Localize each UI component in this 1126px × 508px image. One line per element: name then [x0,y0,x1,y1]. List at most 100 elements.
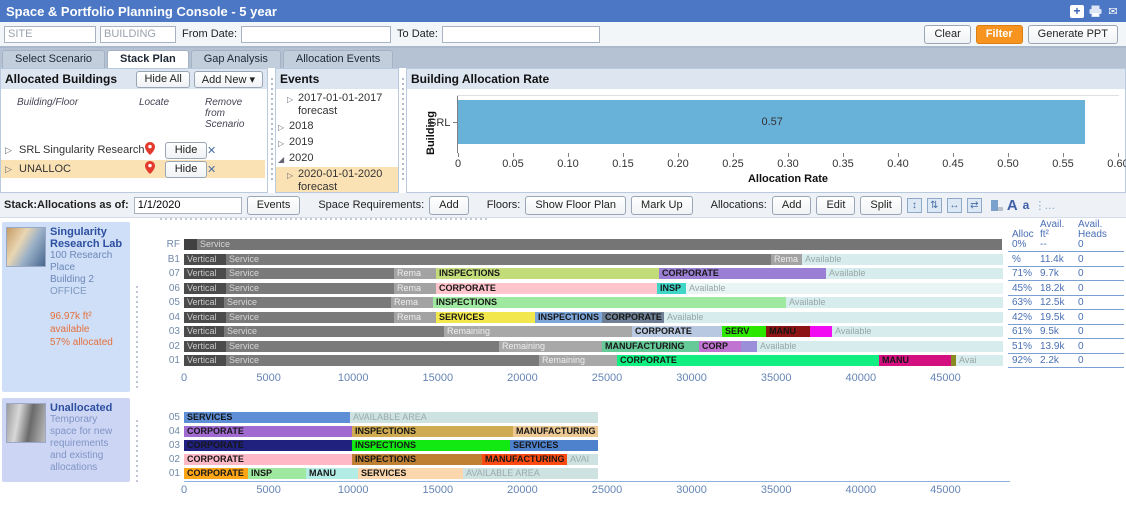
allocation-segment[interactable]: Vertical [184,326,224,337]
event-tree-item[interactable]: ▷2020-01-01-2020 forecast [276,167,398,192]
mark-up-button[interactable]: Mark Up [631,196,693,215]
hide-all-button[interactable]: Hide All [136,71,189,88]
tree-expand-icon[interactable]: ▷ [278,120,289,134]
allocation-segment[interactable]: Avai [956,355,1003,366]
allocation-segment[interactable]: SERVICES [436,312,535,323]
add-new-button[interactable]: Add New ▾ [194,71,263,88]
allocation-segment[interactable]: INSPECTIONS [352,440,510,451]
allocation-segment[interactable]: Service [226,312,394,323]
allocation-segment[interactable]: Vertical [184,341,226,352]
clear-button[interactable]: Clear [924,25,970,44]
allocation-segment[interactable]: CORPORATE [602,312,664,323]
expand-columns-icon[interactable]: ↔ [947,198,962,213]
allocation-segment[interactable]: CORPORATE [184,440,352,451]
allocation-segment[interactable]: Rema [394,268,436,279]
tree-expand-icon[interactable]: ▷ [278,136,289,150]
allocation-segment[interactable]: Remaining [539,355,617,366]
allocation-segment[interactable]: Service [226,254,771,265]
allocation-segment[interactable]: MANU [306,468,358,479]
allocation-segment[interactable]: Vertical [184,312,226,323]
allocations-edit-button[interactable]: Edit [816,196,855,215]
allocation-segment[interactable]: Available [686,283,1003,294]
allocation-segment[interactable]: MANUFACTURING [513,426,598,437]
mail-icon[interactable]: ✉ [1106,5,1120,18]
splitter-dots[interactable] [160,218,490,220]
tree-expand-icon[interactable]: ▷ [287,92,298,106]
allocation-segment[interactable]: INSP [248,468,306,479]
locate-pin-icon[interactable] [145,142,165,158]
allocation-segment[interactable]: AVAILABLE AREA [350,412,598,423]
hide-building-button[interactable]: Hide [165,142,207,159]
allocation-segment[interactable]: Vertical [184,297,224,308]
allocation-segment[interactable]: INSPECTIONS [436,268,659,279]
allocation-segment[interactable]: SERVICES [358,468,463,479]
tree-expand-icon[interactable]: ▷ [5,145,19,156]
allocation-segment[interactable]: SERVICES [510,440,598,451]
hide-building-button[interactable]: Hide [165,161,207,178]
allocation-segment[interactable]: Rema [391,297,433,308]
allocation-segment[interactable]: MANUFACTURING [602,341,699,352]
font-decrease-icon[interactable]: a [1023,198,1030,212]
allocation-segment[interactable]: CORPORATE [184,426,352,437]
splitter-dots[interactable] [136,286,138,390]
allocation-segment[interactable] [810,326,832,337]
allocation-segment[interactable]: Rema [771,254,802,265]
allocation-segment[interactable]: Rema [394,312,436,323]
allocation-segment[interactable]: INSP [657,283,686,294]
site-input[interactable] [4,26,96,43]
allocation-segment[interactable]: MANUFACTURING [482,454,567,465]
splitter-dots[interactable] [136,420,138,482]
allocation-segment[interactable]: Rema [394,283,436,294]
allocation-segment[interactable]: INSPECTIONS [433,297,786,308]
more-options-icon[interactable]: ⋮… [1034,199,1054,212]
unallocated-building-card[interactable]: Unallocated Temporary space for new requ… [2,398,130,482]
allocation-segment[interactable]: CORPORATE [184,454,352,465]
allocation-segment[interactable]: Available [802,254,1003,265]
tab-select-scenario[interactable]: Select Scenario [2,50,105,68]
allocation-segment[interactable] [741,341,757,352]
building-row-srl[interactable]: ▷ SRL Singularity Research Lab Hide ✕ [1,141,265,159]
event-tree-item[interactable]: ▷2017-01-01-2017 forecast [276,91,398,119]
allocation-segment[interactable]: CORPORATE [617,355,879,366]
allocation-segment[interactable] [184,239,197,250]
generate-ppt-button[interactable]: Generate PPT [1028,25,1118,44]
show-floor-plan-button[interactable]: Show Floor Plan [525,196,626,215]
allocation-segment[interactable]: INSPECTIONS [352,426,513,437]
as-of-date-input[interactable] [134,197,242,214]
tab-allocation-events[interactable]: Allocation Events [283,50,393,68]
allocation-segment[interactable]: Vertical [184,283,226,294]
remove-building-icon[interactable]: ✕ [207,144,229,157]
allocation-segment[interactable]: Service [226,341,499,352]
panel-splitter[interactable] [268,68,275,193]
from-date-input[interactable] [241,26,391,43]
allocation-segment[interactable]: INSPECTIONS [535,312,602,323]
panel-splitter[interactable] [399,68,406,193]
collapse-columns-icon[interactable]: ⇄ [967,198,982,213]
remove-building-icon[interactable]: ✕ [207,163,229,176]
building-input[interactable] [100,26,176,43]
srl-building-card[interactable]: Singularity Research Lab 100 Research Pl… [2,222,130,392]
allocation-segment[interactable]: Available [832,326,1003,337]
allocation-segment[interactable]: Service [226,268,394,279]
allocation-segment[interactable]: Service [226,283,394,294]
event-tree-item[interactable]: ▷2018 [276,119,398,135]
allocation-segment[interactable]: AVAI [567,454,598,465]
tab-gap-analysis[interactable]: Gap Analysis [191,50,281,68]
font-increase-icon[interactable]: A [1007,197,1018,214]
events-button[interactable]: Events [247,196,301,215]
tree-expand-icon[interactable]: ▷ [287,168,298,182]
allocation-segment[interactable]: Remaining [444,326,632,337]
space-req-add-button[interactable]: Add [429,196,469,215]
allocation-segment[interactable]: Available [757,341,1003,352]
allocation-segment[interactable]: Vertical [184,355,226,366]
expand-rows-icon[interactable]: ↕ [907,198,922,213]
allocation-segment[interactable]: CORPORATE [632,326,722,337]
allocation-segment[interactable]: MANU [766,326,810,337]
allocation-segment[interactable]: MANU [879,355,951,366]
print-icon[interactable] [1088,5,1102,18]
add-window-icon[interactable]: + [1070,5,1084,18]
allocation-segment[interactable]: SERV [722,326,766,337]
filter-button[interactable]: Filter [976,25,1023,44]
event-tree-item[interactable]: ▷2019 [276,135,398,151]
to-date-input[interactable] [442,26,600,43]
